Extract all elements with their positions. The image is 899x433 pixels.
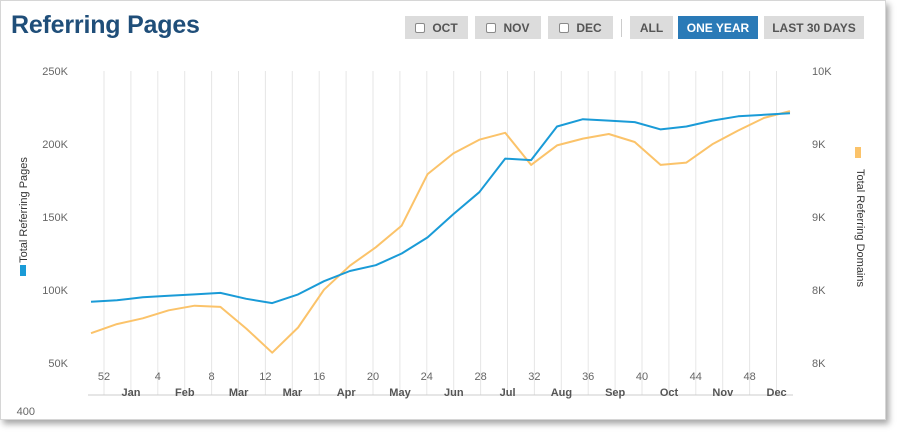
oct-checkbox[interactable] bbox=[415, 22, 426, 33]
dec-toggle[interactable]: DEC bbox=[548, 16, 613, 39]
week-tick-label: 40 bbox=[636, 371, 648, 383]
last-30-days-button[interactable]: LAST 30 DAYS bbox=[764, 16, 864, 39]
week-tick-label: 28 bbox=[474, 371, 486, 383]
week-tick-label: 44 bbox=[690, 371, 702, 383]
month-tick-label: Apr bbox=[337, 387, 357, 399]
month-tick-label: Oct bbox=[660, 387, 679, 399]
filter-divider bbox=[621, 19, 622, 37]
left-tick-label: 50K bbox=[48, 358, 68, 370]
right-tick-label: 8K bbox=[812, 358, 826, 370]
left-tick-label: 100K bbox=[42, 285, 68, 297]
nov-label: NOV bbox=[503, 20, 530, 35]
nov-toggle[interactable]: NOV bbox=[475, 16, 541, 39]
dec-checkbox[interactable] bbox=[559, 22, 570, 33]
month-tick-label: Mar bbox=[283, 387, 303, 399]
month-tick-label: Jul bbox=[500, 387, 516, 399]
week-tick-label: 16 bbox=[313, 371, 325, 383]
grid-lines bbox=[88, 71, 793, 396]
week-tick-label: 48 bbox=[743, 371, 755, 383]
series-lines bbox=[90, 110, 791, 354]
nov-checkbox[interactable] bbox=[486, 22, 497, 33]
week-tick-label: 36 bbox=[582, 371, 594, 383]
month-tick-label: Jun bbox=[444, 387, 464, 399]
month-tick-label: Dec bbox=[767, 387, 787, 399]
right-tick-label: 10K bbox=[812, 66, 832, 78]
week-tick-label: 52 bbox=[98, 371, 110, 383]
all-button[interactable]: ALL bbox=[630, 16, 673, 39]
below-axis-value: 400 bbox=[17, 406, 35, 418]
left-axis-title: Total Referring Pages bbox=[18, 157, 30, 276]
left-axis-label: Total Referring Pages bbox=[18, 157, 30, 263]
domains-series-line bbox=[90, 110, 791, 354]
month-tick-label: Jan bbox=[122, 387, 141, 399]
pages-legend-swatch bbox=[20, 265, 26, 276]
week-tick-label: 8 bbox=[209, 371, 215, 383]
pages-series-line bbox=[90, 112, 791, 305]
month-tick-label: Sep bbox=[605, 387, 625, 399]
right-tick-label: 8K bbox=[812, 285, 826, 297]
right-axis: 8K 8K 9K 9K 10K bbox=[812, 66, 832, 370]
month-tick-label: Aug bbox=[551, 387, 572, 399]
right-tick-label: 9K bbox=[812, 139, 826, 151]
right-axis-title: Total Referring Domains bbox=[854, 147, 866, 287]
chart-panel: Referring Pages OCT NOV DEC ALL ONE YEAR… bbox=[0, 0, 886, 420]
week-tick-label: 12 bbox=[259, 371, 271, 383]
month-tick-label: Nov bbox=[712, 387, 734, 399]
dec-label: DEC bbox=[576, 20, 602, 35]
oct-label: OCT bbox=[432, 20, 458, 35]
one-year-button[interactable]: ONE YEAR bbox=[678, 16, 758, 39]
left-tick-label: 150K bbox=[42, 212, 68, 224]
week-tick-label: 4 bbox=[155, 371, 161, 383]
week-tick-label: 20 bbox=[367, 371, 379, 383]
oct-toggle[interactable]: OCT bbox=[405, 16, 468, 39]
right-tick-label: 9K bbox=[812, 212, 826, 224]
week-tick-label: 24 bbox=[421, 371, 433, 383]
domains-legend-swatch bbox=[855, 147, 861, 158]
month-tick-label: May bbox=[389, 387, 411, 399]
month-tick-label: Feb bbox=[175, 387, 195, 399]
week-tick-label: 32 bbox=[528, 371, 540, 383]
right-axis-label: Total Referring Domains bbox=[854, 169, 866, 287]
month-tick-label: Mar bbox=[229, 387, 249, 399]
left-tick-label: 200K bbox=[42, 139, 68, 151]
left-axis: 50K 100K 150K 200K 250K bbox=[42, 66, 68, 370]
page-title: Referring Pages bbox=[11, 11, 200, 39]
left-tick-label: 250K bbox=[42, 66, 68, 78]
